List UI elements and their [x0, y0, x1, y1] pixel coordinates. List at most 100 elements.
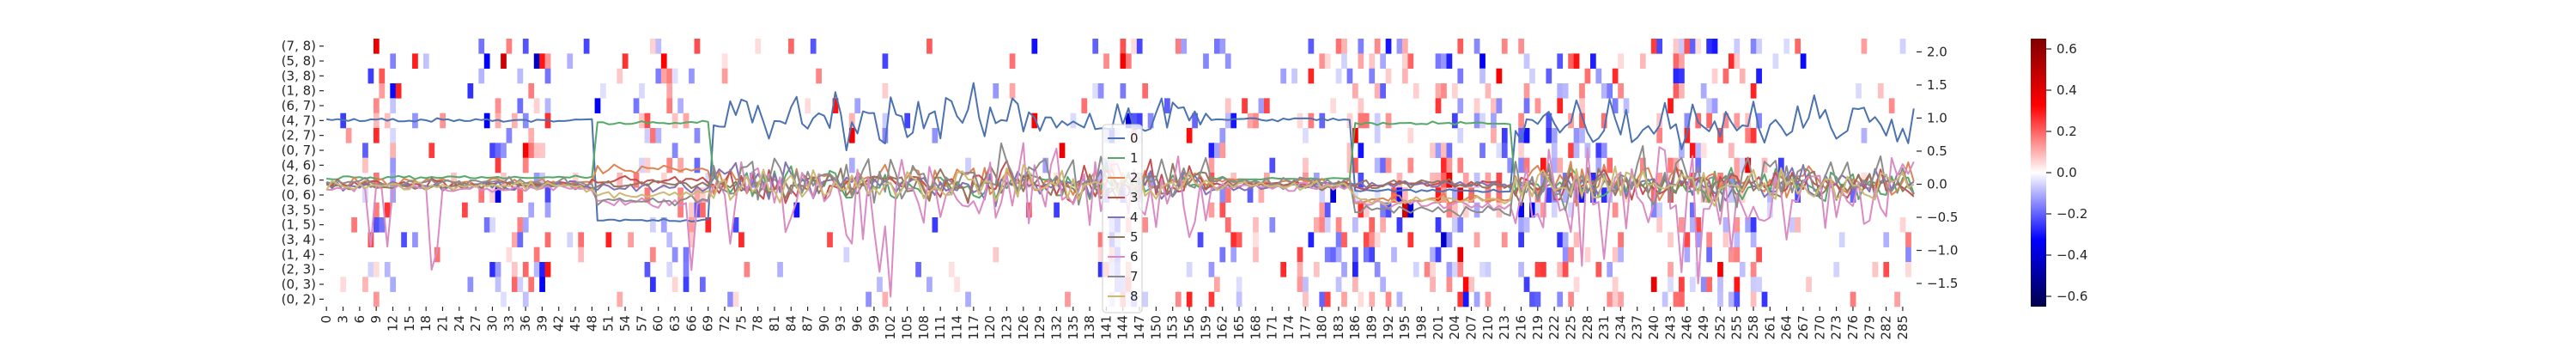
heatmap-cell — [1430, 143, 1436, 158]
row-label: (0, 6) — [282, 187, 316, 203]
heatmap-cell — [1451, 187, 1458, 203]
heatmap-cell — [683, 262, 690, 277]
x-tick-label: 150 — [1148, 315, 1163, 340]
heatmap-cell — [1496, 68, 1503, 84]
heatmap-cell — [1534, 291, 1541, 307]
heatmap-cell — [1369, 291, 1376, 307]
heatmap-cell — [1695, 39, 1702, 54]
heatmap-cell — [1430, 247, 1436, 263]
x-tick-label: 93 — [833, 315, 848, 332]
heatmap-cell — [1750, 232, 1757, 247]
heatmap-cell — [1142, 217, 1148, 233]
heatmap-cell — [1745, 113, 1752, 129]
heatmap-cell — [1529, 202, 1535, 218]
heatmap-cell — [1612, 277, 1619, 292]
heatmap-cell — [533, 262, 540, 277]
heatmap-cell — [683, 113, 690, 129]
heatmap-cell — [390, 128, 397, 143]
heatmap-cell — [1136, 113, 1143, 129]
heatmap-cell — [495, 143, 501, 158]
heatmap-cell — [1756, 113, 1762, 129]
heatmap-cell — [1297, 262, 1303, 277]
heatmap-cell — [1689, 39, 1696, 54]
heatmap-cell — [705, 173, 712, 188]
heatmap-cell — [1734, 173, 1741, 188]
row-label: (6, 7) — [282, 98, 316, 113]
heatmap-cell — [412, 232, 418, 247]
heatmap-cell — [1446, 277, 1453, 292]
x-tick-label: 69 — [701, 315, 716, 332]
heatmap-cell — [1573, 277, 1580, 292]
heatmap-cell — [644, 187, 651, 203]
heatmap-cell — [1700, 83, 1707, 99]
heatmap-cell — [544, 202, 551, 218]
heatmap-cell — [1518, 202, 1524, 218]
heatmap-cell — [1518, 157, 1524, 174]
heatmap-cell — [511, 232, 518, 247]
heatmap-cell — [1612, 68, 1619, 84]
x-tick-label: 84 — [783, 315, 799, 332]
heatmap-cell — [1097, 83, 1104, 99]
row-label: (1, 5) — [282, 217, 316, 233]
x-tick-label: 213 — [1497, 315, 1512, 340]
heatmap-cell — [644, 113, 651, 129]
heatmap-cell — [1401, 53, 1408, 69]
x-tick-label: 36 — [518, 315, 533, 332]
heatmap-cell — [1734, 217, 1741, 233]
heatmap-cell — [927, 39, 933, 54]
heatmap-cell — [1385, 39, 1392, 54]
right-y-tick-label: 1.0 — [1927, 110, 1947, 125]
heatmap-cell — [993, 83, 999, 99]
heatmap-cell — [1253, 217, 1259, 233]
heatmap-cell — [1523, 157, 1530, 174]
heatmap-cell — [1258, 98, 1265, 113]
heatmap-cell — [1424, 262, 1431, 277]
heatmap-cell — [732, 291, 739, 307]
heatmap-cell — [1142, 291, 1148, 307]
heatmap-cell — [1551, 128, 1558, 143]
heatmap-cell — [644, 128, 651, 143]
heatmap-cell — [1540, 262, 1546, 277]
heatmap-cell — [1679, 53, 1685, 69]
heatmap-cell — [1230, 113, 1237, 129]
heatmap-cell — [1557, 53, 1564, 69]
heatmap-cell — [1501, 39, 1508, 54]
heatmap-cell — [1601, 113, 1607, 129]
heatmap-cell — [1679, 277, 1685, 292]
heatmap-cell — [1462, 173, 1469, 188]
heatmap-cell — [544, 262, 551, 277]
heatmap-cell — [1308, 113, 1315, 129]
heatmap-cell — [1579, 128, 1585, 143]
heatmap-cell — [1391, 247, 1397, 263]
heatmap-cell — [1745, 128, 1752, 143]
heatmap-cell — [1689, 202, 1696, 218]
heatmap-cell — [1717, 277, 1723, 292]
heatmap-cell — [1772, 53, 1779, 69]
x-tick-label: 117 — [966, 315, 981, 340]
x-tick-label: 30 — [484, 315, 500, 332]
heatmap-cell — [1562, 247, 1569, 263]
heatmap-cell — [605, 232, 612, 247]
x-tick-label: 144 — [1115, 315, 1131, 340]
heatmap-cell — [1401, 39, 1408, 54]
heatmap-cell — [1358, 173, 1364, 188]
x-tick-label: 192 — [1381, 315, 1396, 340]
heatmap-cell — [1324, 53, 1331, 69]
heatmap-cell — [1838, 232, 1845, 247]
heatmap-cell — [699, 202, 706, 218]
heatmap-cell — [1358, 98, 1364, 113]
x-tick-label: 120 — [982, 315, 998, 340]
heatmap-cell — [1263, 173, 1270, 188]
heatmap-cell — [1783, 39, 1790, 54]
row-label: (3, 5) — [282, 202, 316, 217]
heatmap-cell — [1374, 187, 1381, 203]
heatmap-cell — [583, 39, 590, 54]
heatmap-cell — [428, 143, 435, 158]
heatmap-cell — [694, 157, 701, 174]
heatmap-cell — [866, 291, 872, 307]
row-label: (0, 3) — [282, 277, 316, 292]
heatmap-cell — [373, 39, 380, 54]
colorbar-tick-label: 0.6 — [2057, 41, 2077, 57]
heatmap-cell — [1750, 217, 1757, 233]
